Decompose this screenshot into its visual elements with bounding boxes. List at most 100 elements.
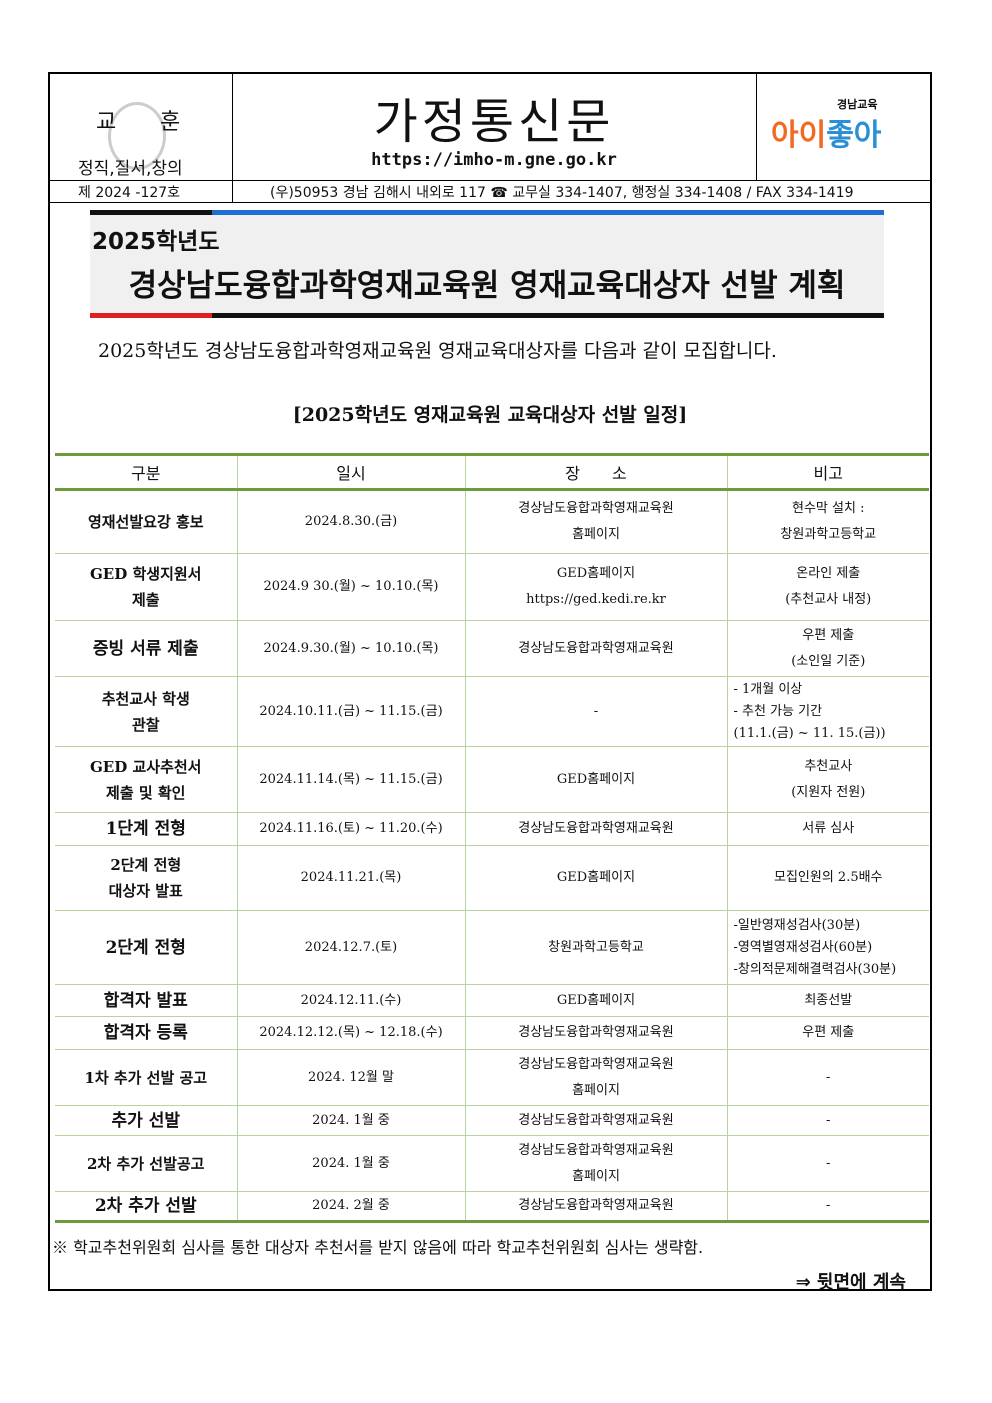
cell-item: 합격자 등록 [55,1016,237,1050]
table-row: GED 교사추천서 제출 및 확인 2024.11.14.(목) ~ 11.15.… [55,746,929,813]
col-header: 장 소 [464,453,727,491]
cell-note: 모집인원의 2.5배수 [726,845,929,911]
cell-place: 경상남도융합과학영재교육원 홈페이지 [464,489,727,554]
table-row: 추천교사 학생 관찰 2024.10.11.(금) ~ 11.15.(금) - - 1… [55,676,929,747]
logo-blue: 좋아 [826,118,882,153]
table-row: 2차 추가 선발공고 2024. 1월 중 경상남도융합과학영재교육원 홈페이지 - [55,1135,929,1192]
banner-year: 2025학년도 [92,229,220,255]
table-row: 합격자 발표 2024.12.11.(수) GED홈페이지 최종선발 [55,984,929,1017]
cell-date: 2024. 2월 중 [236,1191,465,1223]
cell-note: 현수막 설치 : 창원과학고등학교 [726,489,929,554]
cell-place: GED홈페이지 [464,984,727,1017]
continued-note: ⇒ 뒷면에 계속 [795,1272,906,1293]
cell-date: 2024. 1월 중 [236,1135,465,1192]
logo: 경남교육 아이좋아 [756,74,931,180]
issue-number: 제 2024 -127호 [78,185,181,201]
logo-orange: 아이 [771,118,827,153]
table-row: 2단계 전형 2024.12.7.(토) 창원과학고등학교 -일반영재성검사(30분)… [55,910,929,985]
table-row: 영재선발요강 홍보 2024.8.30.(금) 경상남도융합과학영재교육원 홈페이지… [55,489,929,554]
cell-item: 2단계 전형 [55,910,237,985]
cell-place: 경상남도융합과학영재교육원 [464,812,727,846]
cell-date: 2024.11.21.(목) [236,845,465,911]
cell-date: 2024.12.12.(목) ~ 12.18.(수) [236,1016,465,1050]
cell-item: 추천교사 학생 관찰 [55,676,237,747]
cell-date: 2024. 12월 말 [236,1049,465,1106]
cell-note: 추천교사 (지원자 전원) [726,746,929,813]
cell-note: 최종선발 [726,984,929,1017]
cell-item: 추가 선발 [55,1105,237,1136]
cell-place: 경상남도융합과학영재교육원 홈페이지 [464,1049,727,1106]
cell-item: 영재선발요강 홍보 [55,489,237,554]
cell-place: GED홈페이지 https://ged.kedi.re.kr [464,553,727,621]
page-title: 가정통신문 [373,94,615,150]
cell-date: 2024.9.30.(월) ~ 10.10.(목) [236,620,465,677]
cell-place: 경상남도융합과학영재교육원 [464,1016,727,1050]
cell-date: 2024. 1월 중 [236,1105,465,1136]
document-frame: 교 훈 정직,질서,창의 가정통신문 https://imho-m.gne.go… [48,72,932,1293]
cell-item: 2차 추가 선발 [55,1191,237,1223]
cell-note: 우편 제출 (소인일 기준) [726,620,929,677]
header: 교 훈 정직,질서,창의 가정통신문 https://imho-m.gne.go… [50,74,930,181]
cell-place: - [464,676,727,747]
cell-place: 창원과학고등학교 [464,910,727,985]
cell-item: GED 교사추천서 제출 및 확인 [55,746,237,813]
motto-values: 정직,질서,창의 [78,159,183,179]
table-row: 합격자 등록 2024.12.12.(목) ~ 12.18.(수) 경상남도융합과학… [55,1016,929,1050]
cell-date: 2024.12.11.(수) [236,984,465,1017]
logo-text: 아이좋아 [771,110,881,154]
table-row: 증빙 서류 제출 2024.9.30.(월) ~ 10.10.(목) 경상남도융합과… [55,620,929,677]
cell-place: 경상남도융합과학영재교육원 홈페이지 [464,1135,727,1192]
cell-note: - [726,1049,929,1106]
cell-date: 2024.11.14.(목) ~ 11.15.(금) [236,746,465,813]
cell-item: 2단계 전형 대상자 발표 [55,845,237,911]
table-row: 2차 추가 선발 2024. 2월 중 경상남도융합과학영재교육원 - [55,1191,929,1223]
cell-date: 2024.11.16.(토) ~ 11.20.(수) [236,812,465,846]
table-row: 1단계 전형 2024.11.16.(토) ~ 11.20.(수) 경상남도융합과학… [55,812,929,846]
cell-place: 경상남도융합과학영재교육원 [464,620,727,677]
cell-item: GED 학생지원서 제출 [55,553,237,621]
cell-date: 2024.8.30.(금) [236,489,465,554]
intro-text: 2025학년도 경상남도융합과학영재교육원 영재교육대상자를 다음과 같이 모집… [98,340,777,362]
table-row: 2단계 전형 대상자 발표 2024.11.21.(목) GED홈페이지 모집인원의 … [55,845,929,911]
cell-place: GED홈페이지 [464,746,727,813]
divider [232,180,233,202]
logo-caption: 경남교육 [837,98,878,111]
cell-date: 2024.9 30.(월) ~ 10.10.(목) [236,553,465,621]
motto-label: 교 [96,110,117,135]
school-seal-icon [108,102,166,170]
cell-note: - [726,1105,929,1136]
cell-item: 합격자 발표 [55,984,237,1017]
table-row: 추가 선발 2024. 1월 중 경상남도융합과학영재교육원 - [55,1105,929,1136]
title-banner: 2025학년도 경상남도융합과학영재교육원 영재교육대상자 선발 계획 [90,210,884,318]
cell-item: 1단계 전형 [55,812,237,846]
divider [90,210,884,215]
table-row: GED 학생지원서 제출 2024.9 30.(월) ~ 10.10.(목) GED… [55,553,929,621]
divider [90,313,884,318]
col-header: 구분 [55,453,237,491]
schedule-table: 구분 일시 장 소 비고 영재선발요강 홍보 2024.8.30.(금) 경상남도융… [55,453,929,1223]
cell-item: 증빙 서류 제출 [55,620,237,677]
school-url: https://imho-m.gne.go.kr [371,150,617,170]
cell-note: - 1개월 이상 - 추천 가능 기간 (11.1.(금) ~ 11. 15.(… [726,676,929,747]
school-motto: 교 훈 정직,질서,창의 [50,74,233,180]
col-header: 일시 [236,453,465,491]
cell-note: 우편 제출 [726,1016,929,1050]
schedule-title: [2025학년도 영재교육원 교육대상자 선발 일정] [292,404,688,426]
table-row: 1차 추가 선발 공고 2024. 12월 말 경상남도융합과학영재교육원 홈페이지… [55,1049,929,1106]
cell-date: 2024.12.7.(토) [236,910,465,985]
cell-date: 2024.10.11.(금) ~ 11.15.(금) [236,676,465,747]
info-bar: 제 2024 -127호 (우)50953 경남 김해시 내외로 117 ☎ 교… [50,180,930,203]
cell-place: 경상남도융합과학영재교육원 [464,1191,727,1223]
footnote: ※ 학교추천위원회 심사를 통한 대상자 추천서를 받지 않음에 따라 학교추천… [52,1238,704,1257]
address: (우)50953 경남 김해시 내외로 117 ☎ 교무실 334-1407, … [270,185,854,201]
col-header: 비고 [726,453,929,491]
cell-note: -일반영재성검사(30분) -영역별영재성검사(60분) -창의적문제해결력검사… [726,910,929,985]
motto-label: 훈 [160,110,181,135]
cell-item: 2차 추가 선발공고 [55,1135,237,1192]
cell-item: 1차 추가 선발 공고 [55,1049,237,1106]
cell-note: - [726,1191,929,1223]
cell-place: 경상남도융합과학영재교육원 [464,1105,727,1136]
cell-note: - [726,1135,929,1192]
cell-place: GED홈페이지 [464,845,727,911]
